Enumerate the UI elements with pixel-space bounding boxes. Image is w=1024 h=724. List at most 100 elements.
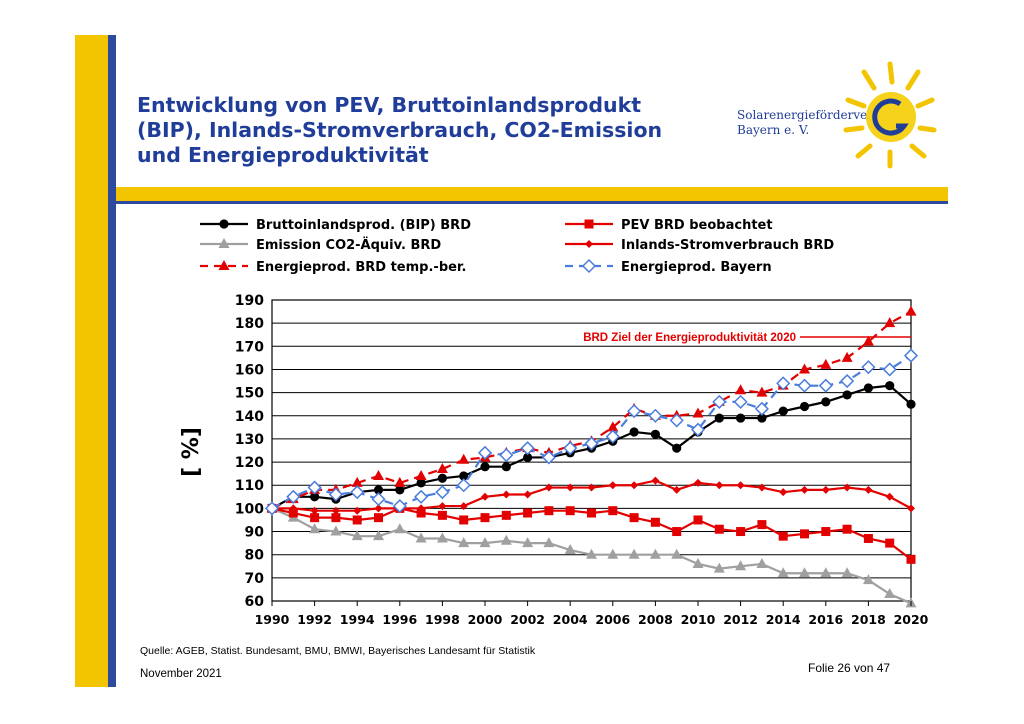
x-tick-label: 1992 xyxy=(297,612,332,627)
data-point xyxy=(649,548,661,559)
data-point xyxy=(328,487,343,502)
data-point xyxy=(648,408,663,423)
data-point xyxy=(264,501,280,516)
y-tick-label: 150 xyxy=(235,386,264,402)
data-point xyxy=(544,483,553,492)
data-point xyxy=(692,557,704,568)
x-tick-label: 1996 xyxy=(382,612,417,627)
data-point xyxy=(456,478,471,493)
data-point xyxy=(522,537,534,548)
x-tick-labels: 1990 1992 1994 1996 1998 2000 2002 2004 2006 2008… xyxy=(255,601,929,627)
x-tick-label: 2006 xyxy=(595,612,630,627)
data-point xyxy=(288,508,298,518)
data-point xyxy=(286,489,301,504)
data-point xyxy=(863,533,873,543)
data-point xyxy=(565,506,575,516)
data-point xyxy=(841,567,853,578)
data-point xyxy=(692,407,704,418)
legend-label: Emission CO2-Äquiv. BRD xyxy=(256,237,441,253)
data-point xyxy=(307,480,322,495)
data-point xyxy=(564,544,576,555)
data-point xyxy=(627,404,642,419)
data-point xyxy=(394,476,406,487)
data-point xyxy=(650,517,660,527)
data-point xyxy=(757,413,767,423)
data-point xyxy=(779,488,788,497)
data-point xyxy=(650,429,661,439)
y-tick-label: 110 xyxy=(235,478,264,494)
data-point xyxy=(459,515,469,525)
data-point xyxy=(435,485,450,500)
data-point xyxy=(864,485,873,494)
data-point xyxy=(605,429,620,444)
data-point xyxy=(756,557,768,568)
data-point xyxy=(330,525,342,536)
data-point xyxy=(903,348,919,363)
y-tick-label: 60 xyxy=(245,594,265,610)
data-point xyxy=(587,483,596,492)
chart-series xyxy=(264,305,919,608)
data-point xyxy=(885,492,894,501)
data-point xyxy=(586,548,597,559)
data-point xyxy=(906,554,916,564)
data-point xyxy=(800,529,809,539)
data-point xyxy=(669,413,684,428)
data-point xyxy=(499,448,514,463)
data-point xyxy=(693,515,703,525)
data-point xyxy=(459,471,469,481)
data-point xyxy=(480,513,490,523)
data-point xyxy=(584,436,599,451)
data-point xyxy=(756,386,768,397)
y-tick-label: 120 xyxy=(235,455,264,471)
y-tick-labels: 60 70 80 90 100 110 120 130 140 150 160 170 180 190 xyxy=(235,293,264,610)
data-point xyxy=(757,483,766,492)
data-point xyxy=(414,489,429,504)
data-point xyxy=(799,363,810,374)
data-point xyxy=(736,481,745,490)
data-point xyxy=(523,452,533,463)
x-tick-label: 2004 xyxy=(553,612,588,627)
data-point xyxy=(671,548,683,559)
data-point xyxy=(862,574,874,585)
data-point xyxy=(373,530,384,541)
data-point xyxy=(394,523,406,534)
x-tick-label: 1994 xyxy=(340,612,375,627)
data-point xyxy=(544,506,554,516)
data-point xyxy=(862,335,874,346)
legend-marker xyxy=(585,240,593,248)
data-point xyxy=(352,515,362,525)
data-point xyxy=(777,567,789,578)
data-point xyxy=(629,513,639,523)
data-point xyxy=(373,469,384,480)
chart-legend: Bruttoinlandsprod. (BIP) BRD Emission CO2… xyxy=(200,218,834,275)
series-5 xyxy=(264,348,919,516)
x-tick-label: 2012 xyxy=(723,612,758,627)
title-divider-blue xyxy=(116,201,948,204)
y-tick-label: 180 xyxy=(235,316,264,332)
data-point xyxy=(607,548,619,559)
x-tick-label: 2018 xyxy=(851,612,886,627)
data-point xyxy=(437,473,447,483)
data-point xyxy=(799,401,810,412)
x-tick-label: 2010 xyxy=(681,612,716,627)
x-tick-label: 1990 xyxy=(255,612,290,627)
data-point xyxy=(818,378,833,393)
data-point xyxy=(907,504,915,513)
logo-line-2: Bayern e. V. xyxy=(737,123,810,137)
y-tick-label: 90 xyxy=(245,525,265,541)
series-1 xyxy=(266,502,917,608)
data-point xyxy=(905,305,917,316)
data-point xyxy=(841,351,853,362)
data-point xyxy=(607,421,619,432)
series-4 xyxy=(268,476,915,515)
data-point xyxy=(353,506,362,515)
data-point xyxy=(715,481,724,490)
data-point xyxy=(438,502,447,511)
y-tick-label: 100 xyxy=(235,501,264,517)
y-tick-label: 190 xyxy=(235,293,264,309)
data-point xyxy=(821,485,830,494)
data-point xyxy=(714,413,724,423)
data-point xyxy=(778,531,788,541)
data-point xyxy=(842,390,852,400)
